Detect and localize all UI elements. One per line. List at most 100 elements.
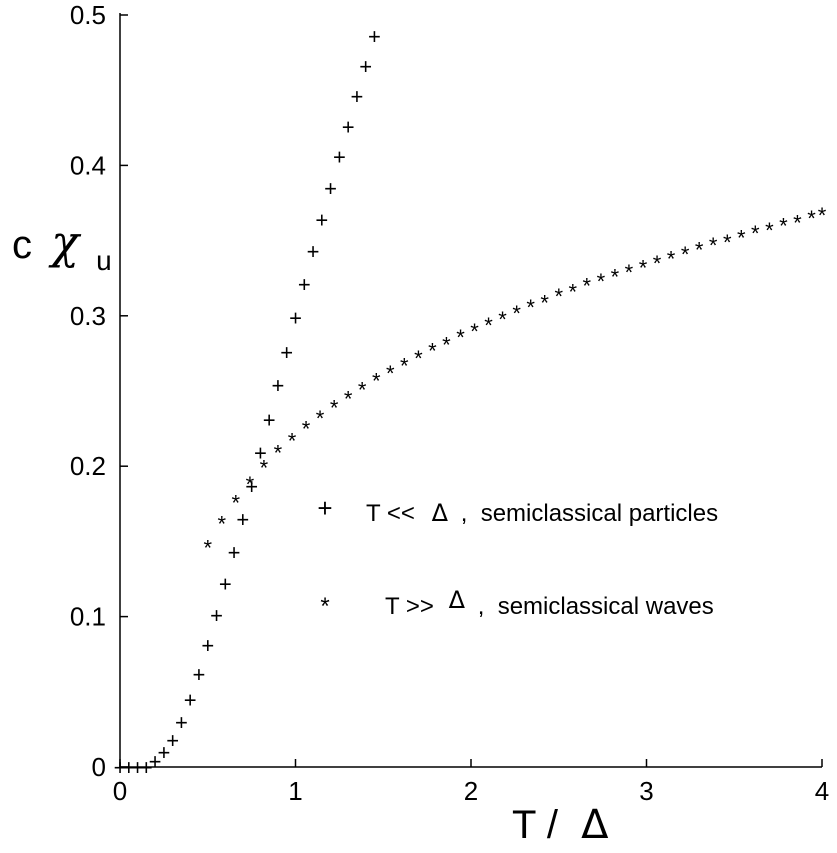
axes (119, 13, 822, 768)
legend-prefix-waves: T >> (385, 593, 434, 620)
data-point-plus: + (166, 728, 179, 753)
data-point-plus: + (254, 441, 267, 466)
data-point-plus: + (131, 755, 144, 780)
x-axis-label-main: T / (512, 803, 559, 847)
data-point-star: * (274, 441, 283, 466)
legend-text-waves: T >> Δ , semiclassical waves (385, 586, 714, 620)
data-point-plus: + (333, 144, 346, 169)
data-point-star: * (330, 396, 339, 421)
series-particles: ++++++++++++++++++++++++++++++ (114, 24, 381, 780)
data-point-plus: + (307, 239, 320, 264)
data-point-star: * (414, 346, 423, 371)
legend-symbol-waves: Δ (449, 586, 466, 614)
ticks: 0 1 2 3 4 0 0.1 0.2 0.3 0.4 0.5 (70, 0, 829, 806)
data-point-plus: + (280, 340, 293, 365)
data-point-star: * (569, 280, 578, 305)
data-point-star: * (779, 214, 788, 239)
data-point-star: * (695, 238, 704, 263)
legend-suffix-particles: , semiclassical particles (461, 500, 718, 527)
data-point-star: * (484, 313, 493, 338)
data-point-star: * (260, 456, 269, 481)
data-point-plus: + (359, 54, 372, 79)
data-point-plus: + (236, 507, 249, 532)
data-point-star: * (344, 387, 353, 412)
data-point-star: * (653, 251, 662, 276)
data-point-star: * (316, 406, 325, 431)
y-tick-label: 0.1 (70, 602, 106, 632)
legend-symbol-particles: Δ (432, 499, 449, 527)
data-point-star: * (709, 233, 718, 258)
data-point-plus: + (228, 540, 241, 565)
data-point-star: * (358, 377, 367, 402)
data-point-star: * (218, 511, 227, 536)
data-point-plus: + (263, 408, 276, 433)
data-point-plus: + (210, 603, 223, 628)
legend-item-particles: + T << Δ , semiclassical particles (317, 493, 718, 527)
data-point-plus: + (157, 740, 170, 765)
data-point-star: * (681, 242, 690, 267)
data-point-star: * (793, 211, 802, 236)
data-point-star: * (428, 338, 437, 363)
y-tick-label: 0.3 (70, 301, 106, 331)
y-tick-label: 0.5 (70, 0, 106, 30)
data-point-star: * (639, 256, 648, 281)
series-waves: ****** * * * * * * * * * * * * * * * * * * * * * * * * * * * * * * * * * *… (203, 203, 826, 560)
y-tick-label: 0.4 (70, 150, 106, 180)
legend-suffix-waves: , semiclassical waves (478, 593, 714, 620)
data-point-plus: + (324, 176, 337, 201)
data-point-plus: + (289, 305, 302, 330)
data-point-star: * (442, 332, 451, 357)
data-point-star: * (540, 290, 549, 315)
x-axis-label: T / Δ (512, 802, 609, 848)
x-tick-label: 3 (639, 776, 653, 806)
data-point-plus: + (201, 633, 214, 658)
legend: + T << Δ , semiclassical particles * T >… (317, 493, 718, 620)
data-point-star: * (512, 301, 521, 326)
data-point-star: * (751, 221, 760, 246)
legend-item-waves: * T >> Δ , semiclassical waves (320, 586, 713, 620)
data-point-star: * (400, 353, 409, 378)
data-point-star: * (807, 206, 816, 231)
data-point-star: * (737, 226, 746, 251)
x-tick-label: 1 (288, 776, 302, 806)
legend-text-particles: T << Δ , semiclassical particles (366, 499, 718, 527)
data-point-star: * (372, 368, 381, 393)
data-point-star: * (470, 319, 479, 344)
data-point-star: * (246, 472, 255, 497)
data-point-star: * (597, 269, 606, 294)
y-axis-label-main: c (12, 223, 32, 267)
data-point-plus: + (193, 662, 206, 687)
x-axis-label-symbol: Δ (581, 802, 609, 848)
data-point-plus: + (140, 755, 153, 780)
data-point-plus: + (175, 710, 188, 735)
data-point-star: * (625, 260, 634, 285)
data-point-plus: + (245, 474, 258, 499)
data-point-star: * (723, 230, 732, 255)
legend-prefix-particles: T << (366, 500, 415, 527)
data-point-star: * (456, 325, 465, 350)
data-point-star: * (203, 535, 212, 560)
data-point-star: * (232, 490, 241, 515)
data-point-star: * (667, 247, 676, 272)
legend-marker-star: * (320, 593, 329, 620)
data-point-plus: + (184, 687, 197, 712)
data-point-star: * (526, 295, 535, 320)
y-axis-label: c χ u (12, 215, 112, 276)
data-point-plus: + (342, 114, 355, 139)
data-point-plus: + (368, 24, 381, 49)
data-point-star: * (386, 361, 395, 386)
data-point-star: * (765, 218, 774, 243)
data-point-star: * (302, 417, 311, 442)
y-tick-label: 0 (92, 752, 106, 782)
data-point-star: * (611, 265, 620, 290)
y-axis-label-symbol: χ (48, 215, 82, 269)
data-point-plus: + (114, 755, 127, 780)
data-point-plus: + (149, 749, 162, 774)
x-tick-label: 4 (815, 776, 829, 806)
y-tick-label: 0.2 (70, 451, 106, 481)
data-point-plus: + (315, 208, 328, 233)
data-point-star: * (583, 274, 592, 299)
data-point-plus: + (350, 84, 363, 109)
legend-marker-plus: + (317, 493, 332, 523)
